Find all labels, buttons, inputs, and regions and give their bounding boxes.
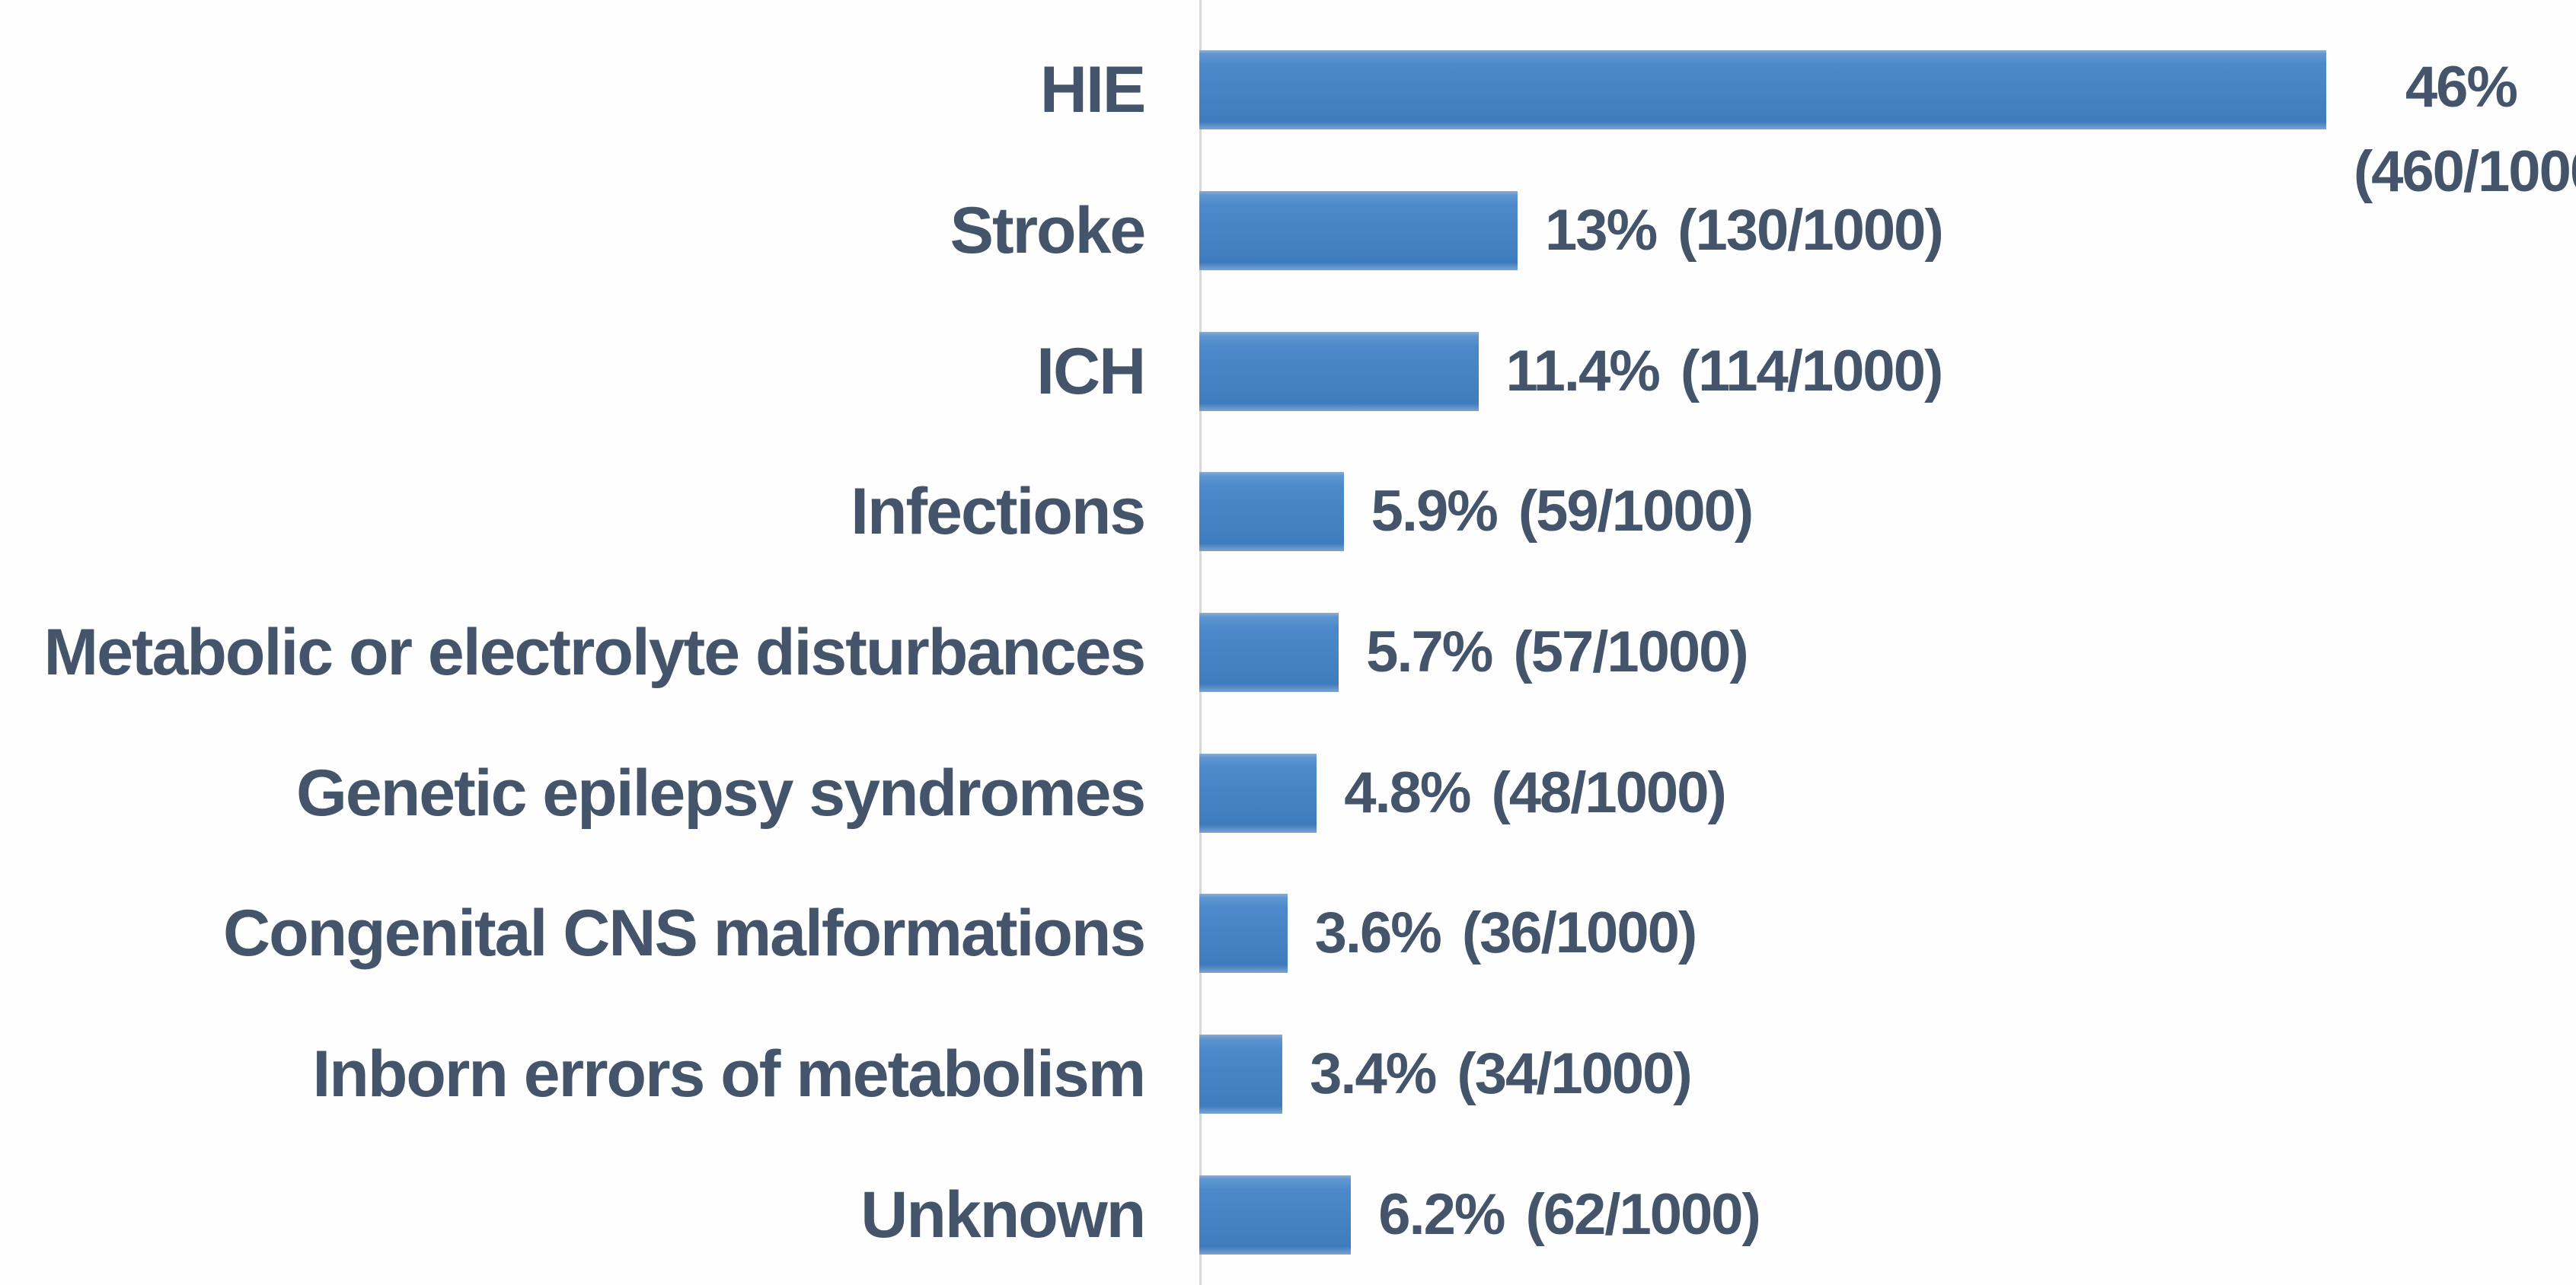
chart-row: Congenital CNS malformations 3.6% (36/1000… (0, 863, 2576, 1004)
value-fraction: (48/1000) (1491, 760, 1726, 825)
category-label: Infections (851, 475, 1146, 549)
chart-row: ICH 11.4% (114/1000) (0, 301, 2576, 442)
chart-row: Infections 5.9% (59/1000) (0, 442, 2576, 582)
value-fraction: (34/1000) (1457, 1041, 1692, 1107)
bar-area: 11.4% (114/1000) (1199, 301, 2576, 442)
value-percent: 5.9% (1371, 479, 1499, 544)
value-fraction: (59/1000) (1518, 479, 1754, 544)
chart-row: HIE 46% (460/1000) (0, 20, 2576, 204)
bar-area: 46% (460/1000) (1199, 20, 2576, 204)
value-label: 11.4% (114/1000) (1505, 338, 1944, 403)
bar-area: 4.8% (48/1000) (1199, 722, 2576, 863)
bar-area: 3.4% (34/1000) (1199, 1004, 2576, 1145)
value-percent: 5.7% (1366, 620, 1493, 685)
chart-row: Inborn errors of metabolism 3.4% (34/1000) (0, 1004, 2576, 1145)
value-percent: 13% (1545, 198, 1658, 263)
category-label: Metabolic or electrolyte disturbances (43, 616, 1146, 690)
bar-area: 13% (130/1000) (1199, 161, 2576, 301)
value-fraction: (114/1000) (1680, 338, 1943, 403)
value-label: 5.9% (59/1000) (1371, 479, 1754, 544)
bar-area: 5.9% (59/1000) (1199, 442, 2576, 582)
bar (1199, 50, 2326, 130)
value-label: 46% (460/1000) (2353, 46, 2576, 213)
bar (1199, 1035, 1283, 1114)
chart-row: Stroke 13% (130/1000) (0, 161, 2576, 301)
bar (1199, 191, 1518, 270)
value-label: 13% (130/1000) (1545, 198, 1944, 263)
chart-row: Unknown 6.2% (62/1000) (0, 1144, 2576, 1285)
category-label: Genetic epilepsy syndromes (296, 756, 1146, 830)
category-label: Unknown (860, 1178, 1146, 1252)
value-fraction: (130/1000) (1677, 198, 1944, 263)
value-label: 6.2% (62/1000) (1378, 1181, 1761, 1247)
category-label: Stroke (950, 194, 1147, 267)
value-percent: 11.4% (1505, 338, 1661, 403)
chart-row: Genetic epilepsy syndromes 4.8% (48/1000) (0, 722, 2576, 863)
value-percent: 3.6% (1314, 901, 1442, 966)
category-label: ICH (1036, 334, 1146, 408)
category-label: HIE (1039, 53, 1146, 127)
bar (1199, 753, 1317, 833)
value-percent: 6.2% (1378, 1181, 1505, 1247)
value-fraction: (36/1000) (1461, 901, 1697, 966)
value-fraction: (460/1000) (2353, 139, 2576, 204)
bar-area: 3.6% (36/1000) (1199, 863, 2576, 1004)
bar-area: 6.2% (62/1000) (1199, 1144, 2576, 1285)
chart-plot-area: HIE 46% (460/1000) Stroke 13% (130/1000) ICH 11… (0, 20, 2576, 1285)
bar-area: 5.7% (57/1000) (1199, 582, 2576, 723)
value-label: 3.4% (34/1000) (1310, 1041, 1693, 1107)
value-percent: 4.8% (1344, 760, 1471, 825)
bar (1199, 613, 1339, 693)
bar (1199, 1175, 1352, 1255)
value-label: 4.8% (48/1000) (1344, 760, 1727, 825)
value-percent: 46% (2405, 55, 2518, 120)
value-label: 5.7% (57/1000) (1366, 620, 1749, 685)
category-label: Inborn errors of metabolism (312, 1038, 1146, 1111)
bar (1199, 331, 1479, 411)
value-percent: 3.4% (1310, 1041, 1437, 1107)
chart-row: Metabolic or electrolyte disturbances 5.7… (0, 582, 2576, 723)
bar (1199, 472, 1344, 552)
category-label: Congenital CNS malformations (223, 897, 1146, 971)
value-fraction: (57/1000) (1513, 620, 1748, 685)
bar (1199, 894, 1288, 974)
value-fraction: (62/1000) (1525, 1181, 1760, 1247)
value-label: 3.6% (36/1000) (1314, 901, 1698, 966)
